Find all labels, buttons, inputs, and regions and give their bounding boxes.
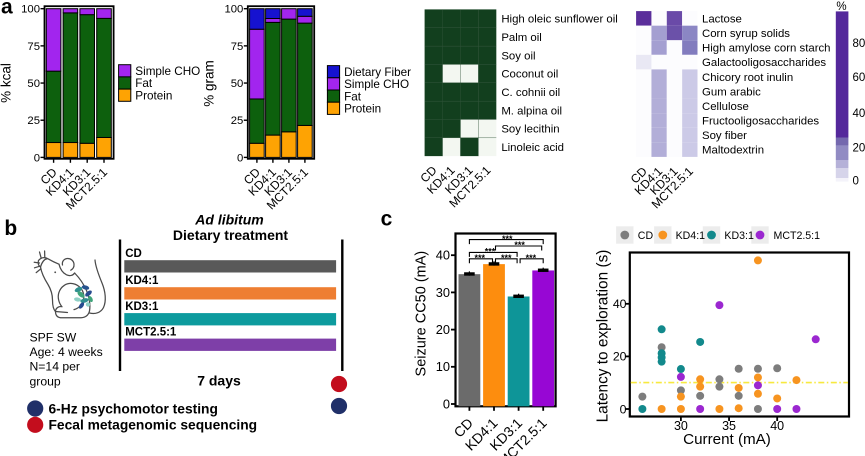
svg-text:***: *** [474,253,485,263]
svg-text:Fructooligosaccharides: Fructooligosaccharides [702,116,819,128]
svg-text:25: 25 [231,115,244,127]
svg-text:Soy lecithin: Soy lecithin [501,124,559,136]
svg-text:30: 30 [674,419,688,433]
svg-text:b: b [4,217,17,240]
svg-text:SPF SW: SPF SW [30,331,77,345]
svg-text:N=14 per: N=14 per [30,360,80,374]
svg-text:%: % [836,1,846,13]
svg-text:Galactooligosaccharides: Galactooligosaccharides [702,57,826,69]
svg-text:High amylose corn starch: High amylose corn starch [702,43,831,55]
svg-text:Soy fiber: Soy fiber [702,130,747,142]
svg-text:Fat: Fat [135,77,153,90]
svg-text:40: 40 [853,108,865,120]
svg-text:Coconut oil: Coconut oil [501,69,558,81]
svg-text:Fat: Fat [344,90,362,103]
svg-text:***: *** [526,253,537,263]
svg-text:Protein: Protein [135,89,172,102]
svg-text:Palm oil: Palm oil [501,32,542,44]
svg-text:0: 0 [443,396,450,411]
svg-text:***: *** [501,253,512,263]
svg-text:60: 60 [853,72,865,84]
svg-text:group: group [30,374,61,388]
svg-text:Gum arabic: Gum arabic [702,86,761,98]
svg-text:6-Hz psychomotor testing: 6-Hz psychomotor testing [49,401,218,416]
svg-text:Protein: Protein [344,103,381,116]
svg-text:CD: CD [125,248,142,260]
svg-text:C. cohnii oil: C. cohnii oil [501,87,560,99]
svg-text:100: 100 [21,4,40,16]
svg-text:20: 20 [436,322,450,337]
svg-text:MCT2.5:1: MCT2.5:1 [774,230,821,242]
svg-text:0: 0 [34,152,40,164]
svg-text:% kcal: % kcal [0,63,14,103]
svg-text:Age: 4 weeks: Age: 4 weeks [30,345,103,359]
svg-text:80: 80 [853,38,865,50]
svg-text:50: 50 [231,78,244,90]
svg-text:KD4:1: KD4:1 [125,275,159,287]
svg-text:Maltodextrin: Maltodextrin [702,145,764,157]
svg-text:KD3:1: KD3:1 [125,301,159,313]
svg-text:c: c [381,208,393,231]
svg-text:Simple CHO: Simple CHO [135,65,200,78]
svg-text:KD3:1: KD3:1 [724,230,754,242]
svg-text:Corn syrup solids: Corn syrup solids [702,28,790,40]
svg-text:M. alpina oil: M. alpina oil [501,105,562,117]
svg-text:***: *** [514,240,525,250]
svg-text:0: 0 [620,402,627,416]
svg-text:Simple CHO: Simple CHO [344,78,409,91]
svg-text:Latency to exploration (s): Latency to exploration (s) [595,250,612,423]
svg-text:0: 0 [853,175,859,187]
svg-text:75: 75 [27,41,40,53]
svg-text:30: 30 [436,285,450,300]
svg-text:Chicory root inulin: Chicory root inulin [702,72,793,84]
svg-text:40: 40 [770,419,784,433]
svg-text:Dietary Fiber: Dietary Fiber [344,66,411,79]
svg-text:% gram: % gram [202,60,217,107]
svg-text:***: *** [485,247,496,257]
svg-text:40: 40 [436,248,450,263]
svg-text:CD: CD [638,230,654,242]
svg-text:75: 75 [231,41,244,53]
svg-text:Dietary treatment: Dietary treatment [173,227,288,243]
svg-text:Seizure CC50 (mA): Seizure CC50 (mA) [413,251,429,377]
svg-text:KD4:1: KD4:1 [676,230,706,242]
svg-text:35: 35 [722,419,736,433]
svg-text:100: 100 [224,4,243,16]
svg-text:50: 50 [27,78,40,90]
svg-text:High oleic sunflower oil: High oleic sunflower oil [501,14,618,26]
svg-text:Lactose: Lactose [702,13,742,25]
svg-text:40: 40 [613,297,627,311]
svg-text:20: 20 [613,350,627,364]
svg-text:Ad libitum: Ad libitum [194,212,263,228]
svg-text:7 days: 7 days [197,373,241,389]
svg-text:Cellulose: Cellulose [702,101,749,113]
svg-text:Linoleic acid: Linoleic acid [501,142,564,154]
svg-text:***: *** [502,234,513,244]
svg-text:25: 25 [27,115,40,127]
svg-text:Fecal metagenomic sequencing: Fecal metagenomic sequencing [49,418,258,433]
svg-text:0: 0 [237,152,243,164]
svg-text:20: 20 [853,142,865,154]
svg-text:Soy oil: Soy oil [501,50,535,62]
svg-text:MCT2.5:1: MCT2.5:1 [125,326,177,338]
svg-text:a: a [1,0,13,19]
svg-text:10: 10 [436,359,450,374]
svg-text:Current (mA): Current (mA) [683,431,771,448]
